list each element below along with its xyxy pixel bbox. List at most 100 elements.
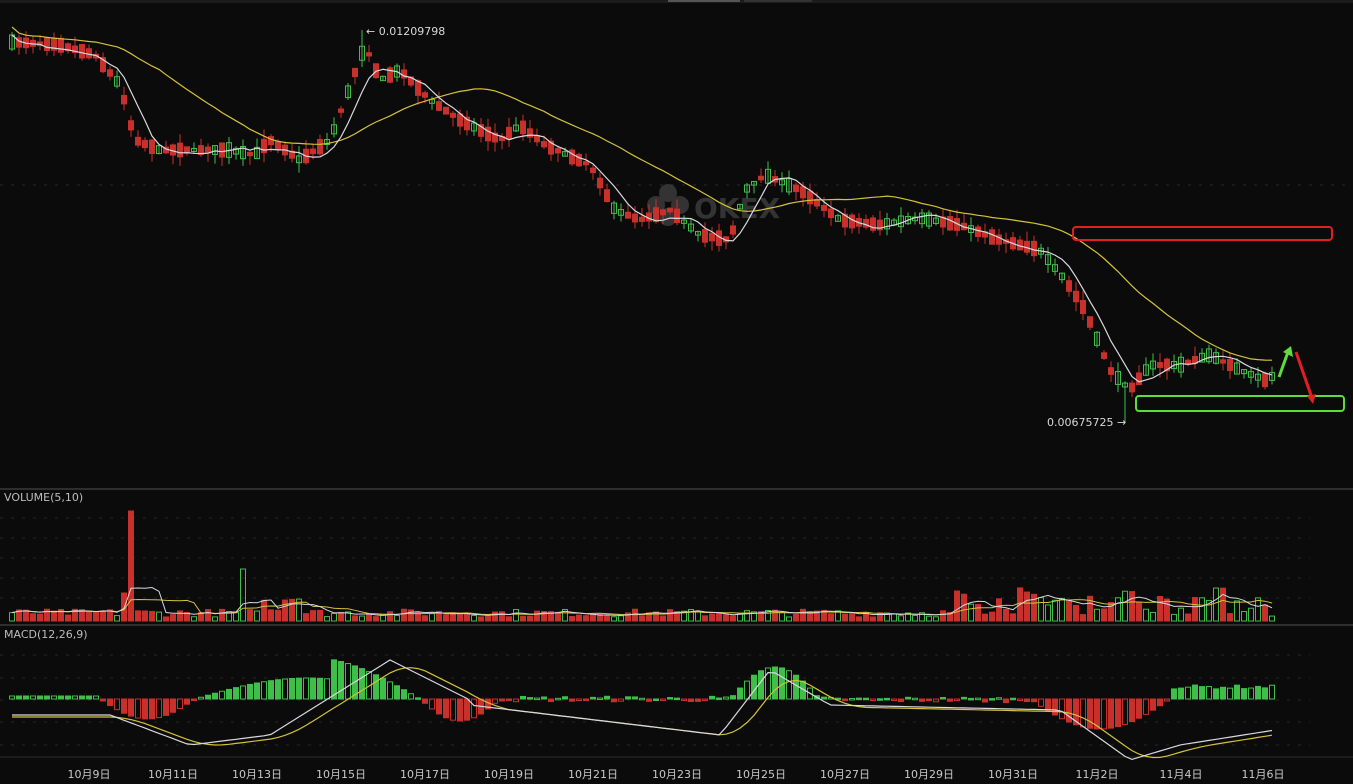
volume-bar [9, 612, 15, 622]
volume-bar [786, 616, 792, 622]
volume-bar [905, 612, 911, 622]
candle-body [485, 126, 491, 142]
volume-bar [268, 609, 274, 622]
macd-histogram-bar [205, 694, 211, 700]
volume-bar [919, 612, 925, 622]
candle-body [79, 44, 85, 59]
volume-bar [744, 610, 750, 622]
volume-bar [1220, 587, 1226, 622]
volume-bar [275, 609, 281, 622]
volume-bar [1255, 597, 1261, 622]
macd-histogram-bar [982, 698, 988, 703]
macd-histogram-bar [786, 670, 792, 700]
volume-bar [975, 604, 981, 622]
volume-bar [506, 616, 512, 622]
macd-histogram-bar [240, 685, 246, 700]
macd-histogram-bar [1269, 684, 1275, 700]
macd-histogram-bar [1164, 698, 1170, 702]
candle-body [1227, 358, 1233, 372]
candle-body [317, 138, 323, 155]
tab-indicator[interactable] [668, 0, 740, 2]
macd-histogram-bar [548, 698, 554, 703]
candle-body [310, 148, 316, 155]
volume-bar [1094, 608, 1100, 622]
volume-bar [849, 612, 855, 622]
candle-body [1045, 254, 1051, 266]
tab-indicator[interactable] [744, 0, 812, 2]
volume-bar [1087, 595, 1093, 622]
macd-histogram-bar [506, 698, 512, 702]
candle-body [828, 208, 834, 219]
volume-bar [450, 613, 456, 622]
candle-body [121, 94, 127, 105]
candle-body [842, 213, 848, 228]
volume-bar [604, 614, 610, 622]
candle-body [786, 178, 792, 193]
candle-body [975, 226, 981, 238]
candle-body [1241, 369, 1247, 375]
volume-bar [562, 608, 568, 622]
volume-bar [1136, 602, 1142, 622]
macd-histogram-bar [1101, 698, 1107, 730]
candle-body [44, 37, 50, 52]
volume-bar [695, 610, 701, 622]
candle-body [758, 175, 764, 181]
candle-body [471, 122, 477, 132]
volume-bar [618, 615, 624, 622]
volume-bar [394, 615, 400, 622]
candle-body [345, 85, 351, 99]
candle-body [576, 153, 582, 167]
volume-bar [996, 598, 1002, 622]
volume-bar [870, 616, 876, 622]
candle-body [212, 145, 218, 155]
candle-body [835, 215, 841, 222]
candle-body [1073, 290, 1079, 303]
candle-body [1087, 316, 1093, 328]
volume-bar [1003, 608, 1009, 622]
macd-histogram-bar [716, 697, 722, 701]
volume-bar [324, 616, 330, 622]
volume-bar [282, 599, 288, 622]
volume-bar [51, 610, 57, 622]
macd-histogram-bar [261, 681, 267, 700]
volume-bar [947, 612, 953, 622]
macd-histogram-bar [44, 695, 50, 700]
macd-histogram-bar [1220, 686, 1226, 700]
volume-bar [1059, 597, 1065, 622]
candle-body [380, 75, 386, 82]
macd-histogram-bar [415, 697, 421, 700]
macd-histogram-bar [1059, 698, 1065, 720]
candle-body [65, 43, 71, 52]
candle-body [1059, 272, 1065, 281]
candle-body [863, 218, 869, 228]
volume-bar [338, 611, 344, 622]
macd-histogram-bar [296, 677, 302, 700]
macd-histogram-bar [422, 698, 428, 704]
volume-bar [548, 611, 554, 622]
macd-histogram-bar [877, 698, 883, 701]
volume-bar [303, 613, 309, 622]
macd-histogram-bar [233, 687, 239, 700]
candle-body [1101, 352, 1107, 359]
volume-bar [520, 615, 526, 622]
macd-histogram-bar [247, 683, 253, 700]
resistance-box [1072, 226, 1333, 241]
volume-bar [44, 608, 50, 622]
candle-body [1157, 362, 1163, 368]
macd-histogram-bar [429, 698, 435, 710]
volume-bar [373, 616, 379, 622]
candle-body [1234, 362, 1240, 375]
up-arrow-head [1283, 346, 1293, 357]
candle-body [870, 217, 876, 231]
macd-histogram-bar [9, 695, 15, 700]
volume-bar [205, 609, 211, 622]
volume-bar [779, 612, 785, 622]
macd-histogram-bar [443, 698, 449, 719]
macd-histogram-bar [996, 697, 1002, 700]
volume-bar [1157, 595, 1163, 622]
macd-histogram-bar [114, 698, 120, 711]
candle-body [793, 184, 799, 193]
volume-bar [821, 609, 827, 622]
macd-histogram-bar [331, 659, 337, 700]
